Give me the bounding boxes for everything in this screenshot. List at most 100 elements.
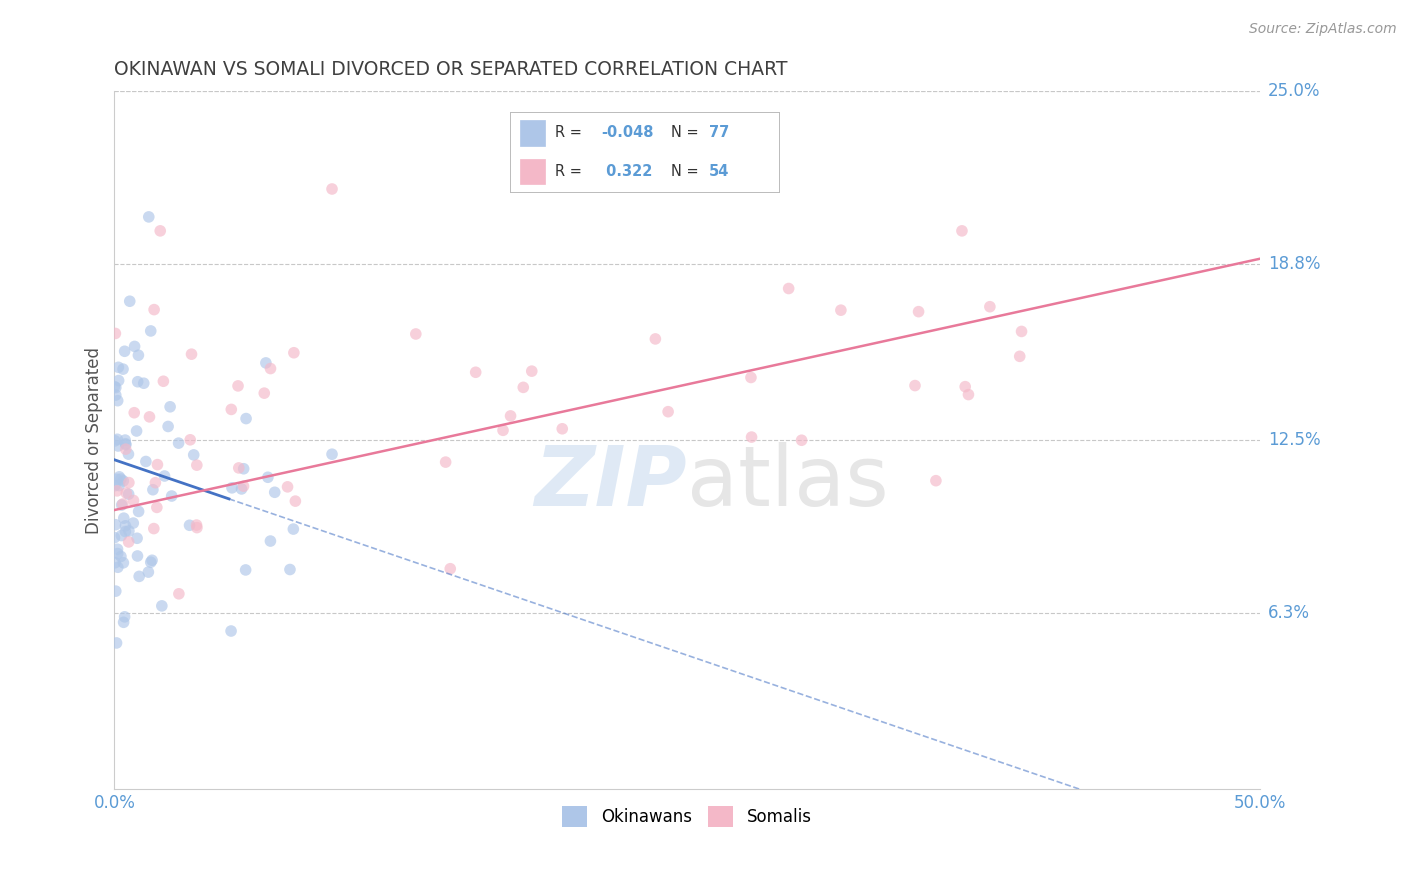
Point — [104, 326, 127, 341]
Point — [283, 345, 305, 359]
Point — [321, 182, 343, 196]
Point — [434, 455, 457, 469]
Point — [186, 458, 208, 472]
Point — [235, 563, 257, 577]
Point — [186, 521, 208, 535]
Point — [950, 224, 973, 238]
Point — [105, 472, 128, 486]
Point — [221, 402, 243, 417]
Point — [104, 381, 127, 395]
Point — [152, 374, 174, 388]
Point — [277, 480, 299, 494]
Point — [114, 610, 136, 624]
Point — [103, 379, 125, 393]
Point — [253, 386, 276, 401]
Point — [138, 210, 160, 224]
Point — [112, 556, 135, 570]
Point — [149, 224, 172, 238]
Y-axis label: Divorced or Separated: Divorced or Separated — [86, 347, 103, 533]
Point — [907, 304, 929, 318]
Point — [830, 303, 852, 318]
Point — [118, 524, 141, 538]
Point — [114, 442, 136, 457]
Point — [186, 518, 208, 533]
Point — [167, 587, 190, 601]
Text: Source: ZipAtlas.com: Source: ZipAtlas.com — [1249, 22, 1396, 37]
Point — [115, 486, 138, 500]
Point — [128, 569, 150, 583]
Point — [138, 409, 160, 424]
Point — [284, 494, 307, 508]
Point — [125, 424, 148, 438]
Point — [925, 474, 948, 488]
Point — [138, 565, 160, 579]
Point — [107, 542, 129, 557]
Point — [321, 447, 343, 461]
Point — [142, 483, 165, 497]
Point — [114, 344, 136, 359]
Point — [122, 493, 145, 508]
Text: OKINAWAN VS SOMALI DIVORCED OR SEPARATED CORRELATION CHART: OKINAWAN VS SOMALI DIVORCED OR SEPARATED… — [114, 60, 787, 78]
Point — [499, 409, 522, 423]
Point — [114, 436, 136, 450]
Text: 25.0%: 25.0% — [1268, 82, 1320, 100]
Point — [790, 434, 813, 448]
Point — [107, 560, 129, 574]
Point — [124, 339, 146, 353]
Point — [117, 447, 139, 461]
Point — [439, 562, 461, 576]
Point — [122, 516, 145, 530]
Point — [142, 522, 165, 536]
Point — [179, 433, 201, 447]
Point — [957, 387, 980, 401]
Point — [108, 478, 131, 492]
Point — [103, 531, 125, 545]
Point — [110, 549, 132, 564]
Point — [105, 636, 128, 650]
Point — [278, 562, 301, 576]
Point — [110, 472, 132, 486]
Point — [283, 522, 305, 536]
Point — [111, 498, 134, 512]
Text: 18.8%: 18.8% — [1268, 255, 1320, 273]
Point — [122, 406, 145, 420]
Point — [179, 518, 201, 533]
Point — [146, 458, 169, 472]
Point — [114, 433, 136, 447]
Point — [160, 489, 183, 503]
Point — [104, 556, 127, 570]
Point — [221, 481, 243, 495]
Point — [139, 555, 162, 569]
Point — [551, 422, 574, 436]
Point — [114, 518, 136, 533]
Point — [254, 356, 277, 370]
Point — [104, 434, 127, 448]
Point — [127, 549, 149, 563]
Point — [112, 615, 135, 630]
Point — [180, 347, 202, 361]
Point — [132, 376, 155, 391]
Point — [128, 504, 150, 518]
Point — [979, 300, 1001, 314]
Point — [904, 378, 927, 392]
Point — [183, 448, 205, 462]
Point — [110, 528, 132, 542]
Point — [219, 624, 242, 638]
Legend: Okinawans, Somalis: Okinawans, Somalis — [555, 799, 818, 833]
Point — [741, 430, 763, 444]
Point — [118, 294, 141, 309]
Point — [118, 475, 141, 490]
Text: atlas: atlas — [688, 442, 889, 523]
Point — [259, 534, 281, 549]
Point — [159, 400, 181, 414]
Point — [107, 439, 129, 453]
Point — [492, 423, 515, 437]
Point — [112, 474, 135, 488]
Point — [107, 547, 129, 561]
Point — [512, 380, 534, 394]
Point — [127, 348, 149, 362]
Point — [108, 470, 131, 484]
Point — [107, 360, 129, 375]
Point — [953, 379, 976, 393]
Point — [104, 584, 127, 599]
